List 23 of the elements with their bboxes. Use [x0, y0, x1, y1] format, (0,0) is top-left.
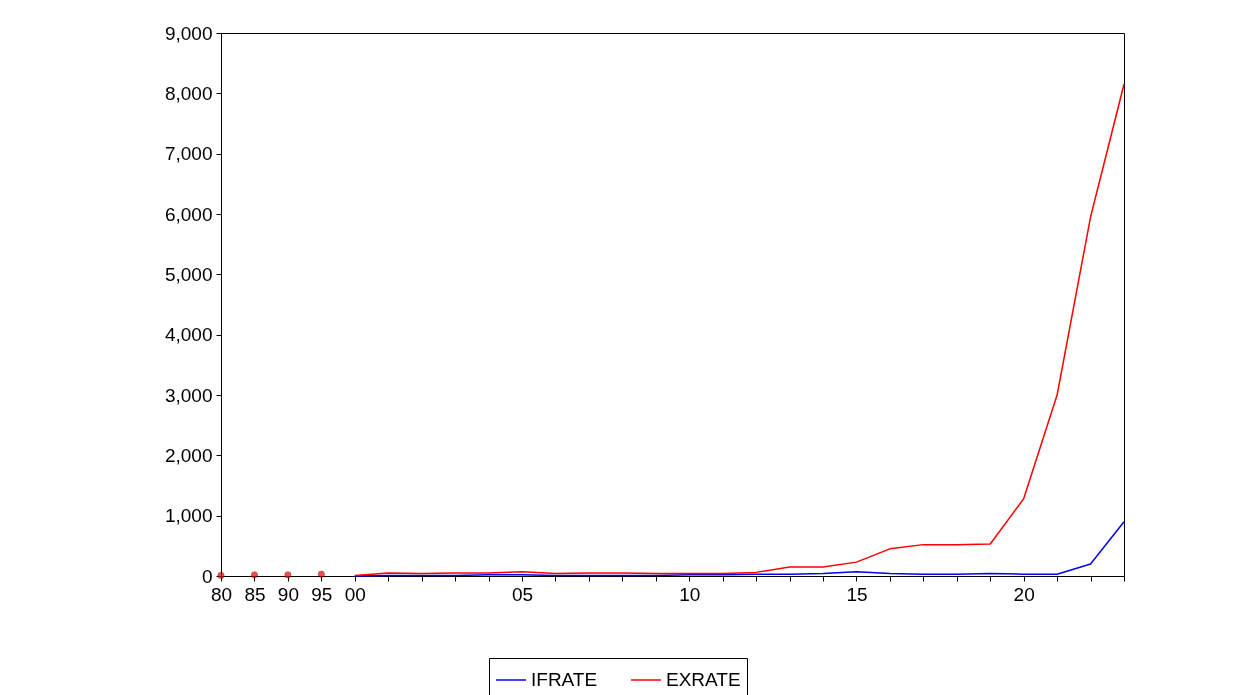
x-tick-label: 95 — [311, 583, 333, 605]
line-series — [354, 520, 1125, 577]
y-tick-label: 6,000 — [164, 203, 213, 225]
x-tick-label: 80 — [210, 583, 233, 605]
y-tick-label: 0 — [201, 565, 213, 587]
y-tick-label: 7,000 — [164, 143, 213, 165]
y-tick-label: 9,000 — [164, 22, 213, 44]
x-tick-label: 10 — [679, 583, 701, 605]
legend-label: IFRATE — [531, 669, 598, 690]
x-tick-label: 20 — [1013, 583, 1035, 605]
x-tick-label: 90 — [277, 583, 299, 605]
y-tick-label: 4,000 — [164, 324, 213, 346]
line-series — [354, 83, 1125, 577]
y-tick-label: 3,000 — [164, 384, 213, 406]
y-tick-label: 1,000 — [164, 505, 213, 527]
x-tick-label: 15 — [846, 583, 868, 605]
x-tick-label: 85 — [244, 583, 266, 605]
x-tick-label: 05 — [511, 583, 534, 605]
y-tick-label: 5,000 — [164, 263, 213, 285]
y-tick-label: 2,000 — [164, 444, 213, 466]
y-tick-label: 8,000 — [164, 82, 213, 104]
legend-label: EXRATE — [666, 669, 741, 690]
x-tick-label: 00 — [344, 583, 366, 605]
